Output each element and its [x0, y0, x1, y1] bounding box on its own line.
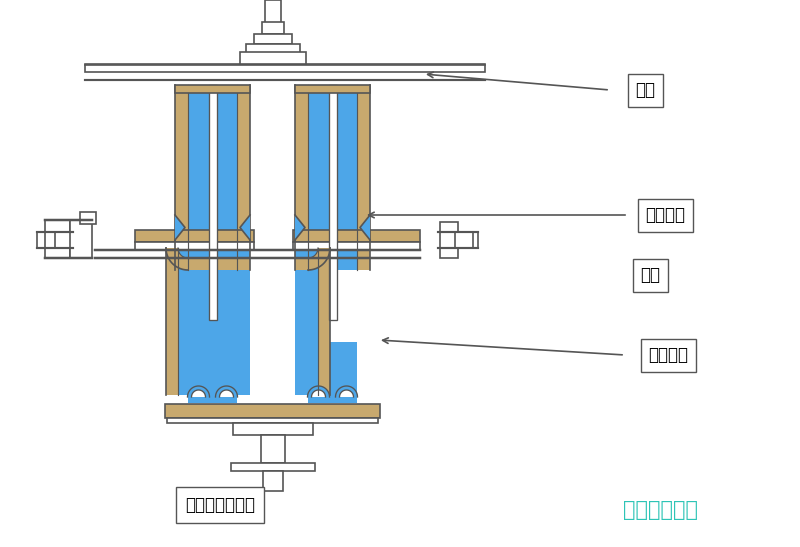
Polygon shape — [311, 390, 326, 397]
Polygon shape — [166, 248, 188, 270]
Text: 剪切部分: 剪切部分 — [648, 346, 688, 364]
Bar — [165, 404, 380, 418]
Bar — [175, 85, 250, 93]
Bar — [237, 85, 250, 270]
Polygon shape — [307, 386, 330, 397]
Text: 彩虹网址导航: 彩虹网址导航 — [622, 500, 698, 520]
Bar — [293, 242, 420, 250]
Bar — [80, 212, 96, 224]
Bar — [329, 85, 337, 320]
Polygon shape — [191, 390, 206, 397]
Bar — [188, 397, 237, 403]
Bar — [246, 44, 299, 54]
Bar — [254, 34, 291, 44]
Text: 车架: 车架 — [640, 266, 660, 284]
Bar — [55, 232, 73, 248]
Text: 车身: 车身 — [635, 81, 655, 99]
Bar — [135, 242, 254, 250]
Bar — [233, 423, 313, 435]
Polygon shape — [215, 386, 238, 397]
Bar — [295, 258, 308, 270]
Bar — [295, 85, 370, 93]
Polygon shape — [175, 215, 185, 240]
Bar — [308, 342, 357, 397]
Bar — [188, 85, 237, 270]
Bar — [188, 342, 237, 397]
Bar — [262, 22, 283, 34]
Bar — [455, 232, 473, 248]
Bar — [135, 230, 254, 242]
Bar — [295, 248, 318, 395]
Bar — [440, 222, 458, 258]
Bar — [178, 248, 250, 395]
Bar — [308, 397, 357, 403]
Polygon shape — [219, 390, 234, 397]
Bar — [167, 418, 378, 423]
Bar — [308, 248, 357, 270]
Text: 压缩部分: 压缩部分 — [645, 206, 685, 224]
Bar — [70, 220, 92, 258]
Bar — [230, 463, 314, 471]
Text: 剪切式悬置结构: 剪切式悬置结构 — [185, 496, 255, 514]
Bar — [175, 85, 188, 270]
Polygon shape — [187, 386, 210, 397]
Bar — [357, 85, 370, 270]
Bar — [261, 435, 285, 463]
Bar — [239, 52, 306, 64]
Bar — [166, 248, 178, 395]
Polygon shape — [339, 390, 354, 397]
Polygon shape — [335, 386, 358, 397]
Polygon shape — [295, 215, 305, 240]
Bar — [70, 222, 88, 258]
Bar — [188, 248, 237, 270]
Bar — [265, 0, 281, 28]
Bar — [262, 471, 282, 491]
Bar — [85, 64, 485, 72]
Bar — [293, 230, 420, 242]
Bar — [308, 85, 357, 270]
Bar — [188, 258, 250, 270]
Bar — [295, 85, 308, 270]
Bar — [209, 85, 217, 320]
Bar — [318, 248, 330, 395]
Polygon shape — [308, 248, 330, 270]
Polygon shape — [240, 215, 250, 240]
Polygon shape — [360, 215, 370, 240]
